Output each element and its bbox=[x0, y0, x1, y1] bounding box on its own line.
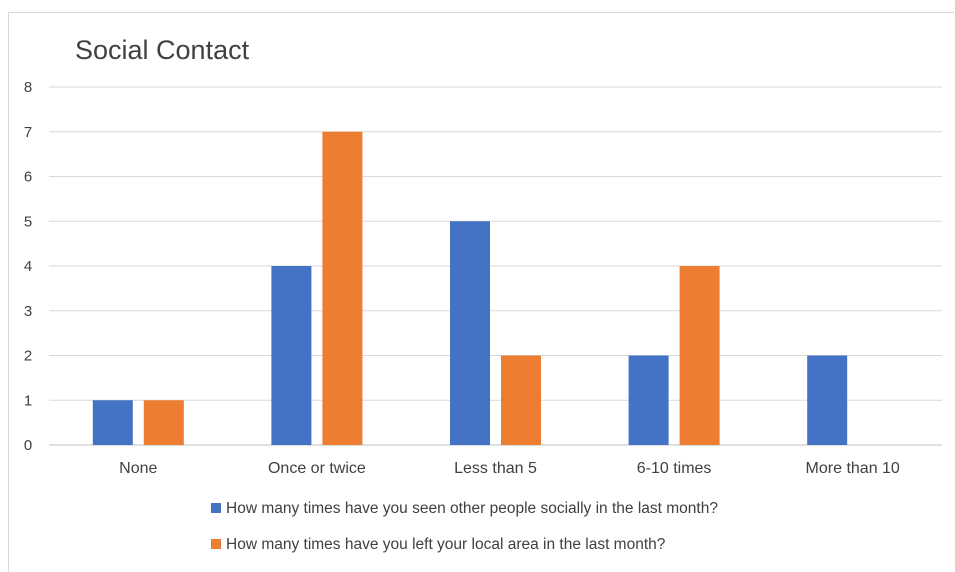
y-tick-label: 4 bbox=[24, 258, 32, 275]
legend-swatch bbox=[211, 503, 221, 513]
x-category-label: Less than 5 bbox=[454, 460, 537, 477]
gridlines bbox=[49, 86, 942, 446]
bar-series-1-none bbox=[92, 400, 133, 445]
bar-series-1-6-10-times bbox=[628, 355, 669, 445]
chart-title: Social Contact bbox=[75, 35, 250, 65]
legend-swatch bbox=[211, 539, 221, 549]
x-category-label: More than 10 bbox=[806, 460, 900, 477]
x-category-label: 6-10 times bbox=[637, 460, 712, 477]
x-axis-categories: None Once or twice Less than 5 6-10 times Mo… bbox=[119, 460, 900, 477]
y-tick-label: 5 bbox=[24, 213, 32, 230]
y-tick-label: 0 bbox=[24, 437, 32, 454]
bar-series-1-less-than-5 bbox=[450, 221, 490, 445]
bar-series-2-less-than-5 bbox=[501, 355, 541, 445]
x-category-label: None bbox=[119, 460, 157, 477]
legend-label: How many times have you seen other peopl… bbox=[226, 500, 718, 517]
y-tick-label: 2 bbox=[24, 348, 32, 365]
bars bbox=[92, 131, 848, 445]
chart-frame bbox=[8, 12, 954, 572]
bar-series-2-6-10-times bbox=[679, 266, 720, 445]
x-category-label: Once or twice bbox=[268, 460, 366, 477]
bar-series-1-more-than-10 bbox=[807, 355, 848, 445]
legend-label: How many times have you left your local … bbox=[226, 536, 666, 553]
bar-series-2-none bbox=[143, 400, 184, 445]
y-tick-label: 8 bbox=[24, 79, 32, 96]
y-tick-label: 1 bbox=[24, 392, 32, 409]
legend: How many times have you seen other peopl… bbox=[211, 500, 718, 553]
bar-series-1-once-or-twice bbox=[271, 266, 312, 445]
y-tick-label: 3 bbox=[24, 303, 32, 320]
y-axis-ticks: 0 1 2 3 4 5 6 7 8 bbox=[24, 79, 32, 454]
bar-series-2-once-or-twice bbox=[322, 131, 363, 445]
y-tick-label: 7 bbox=[24, 124, 32, 141]
y-tick-label: 6 bbox=[24, 169, 32, 186]
